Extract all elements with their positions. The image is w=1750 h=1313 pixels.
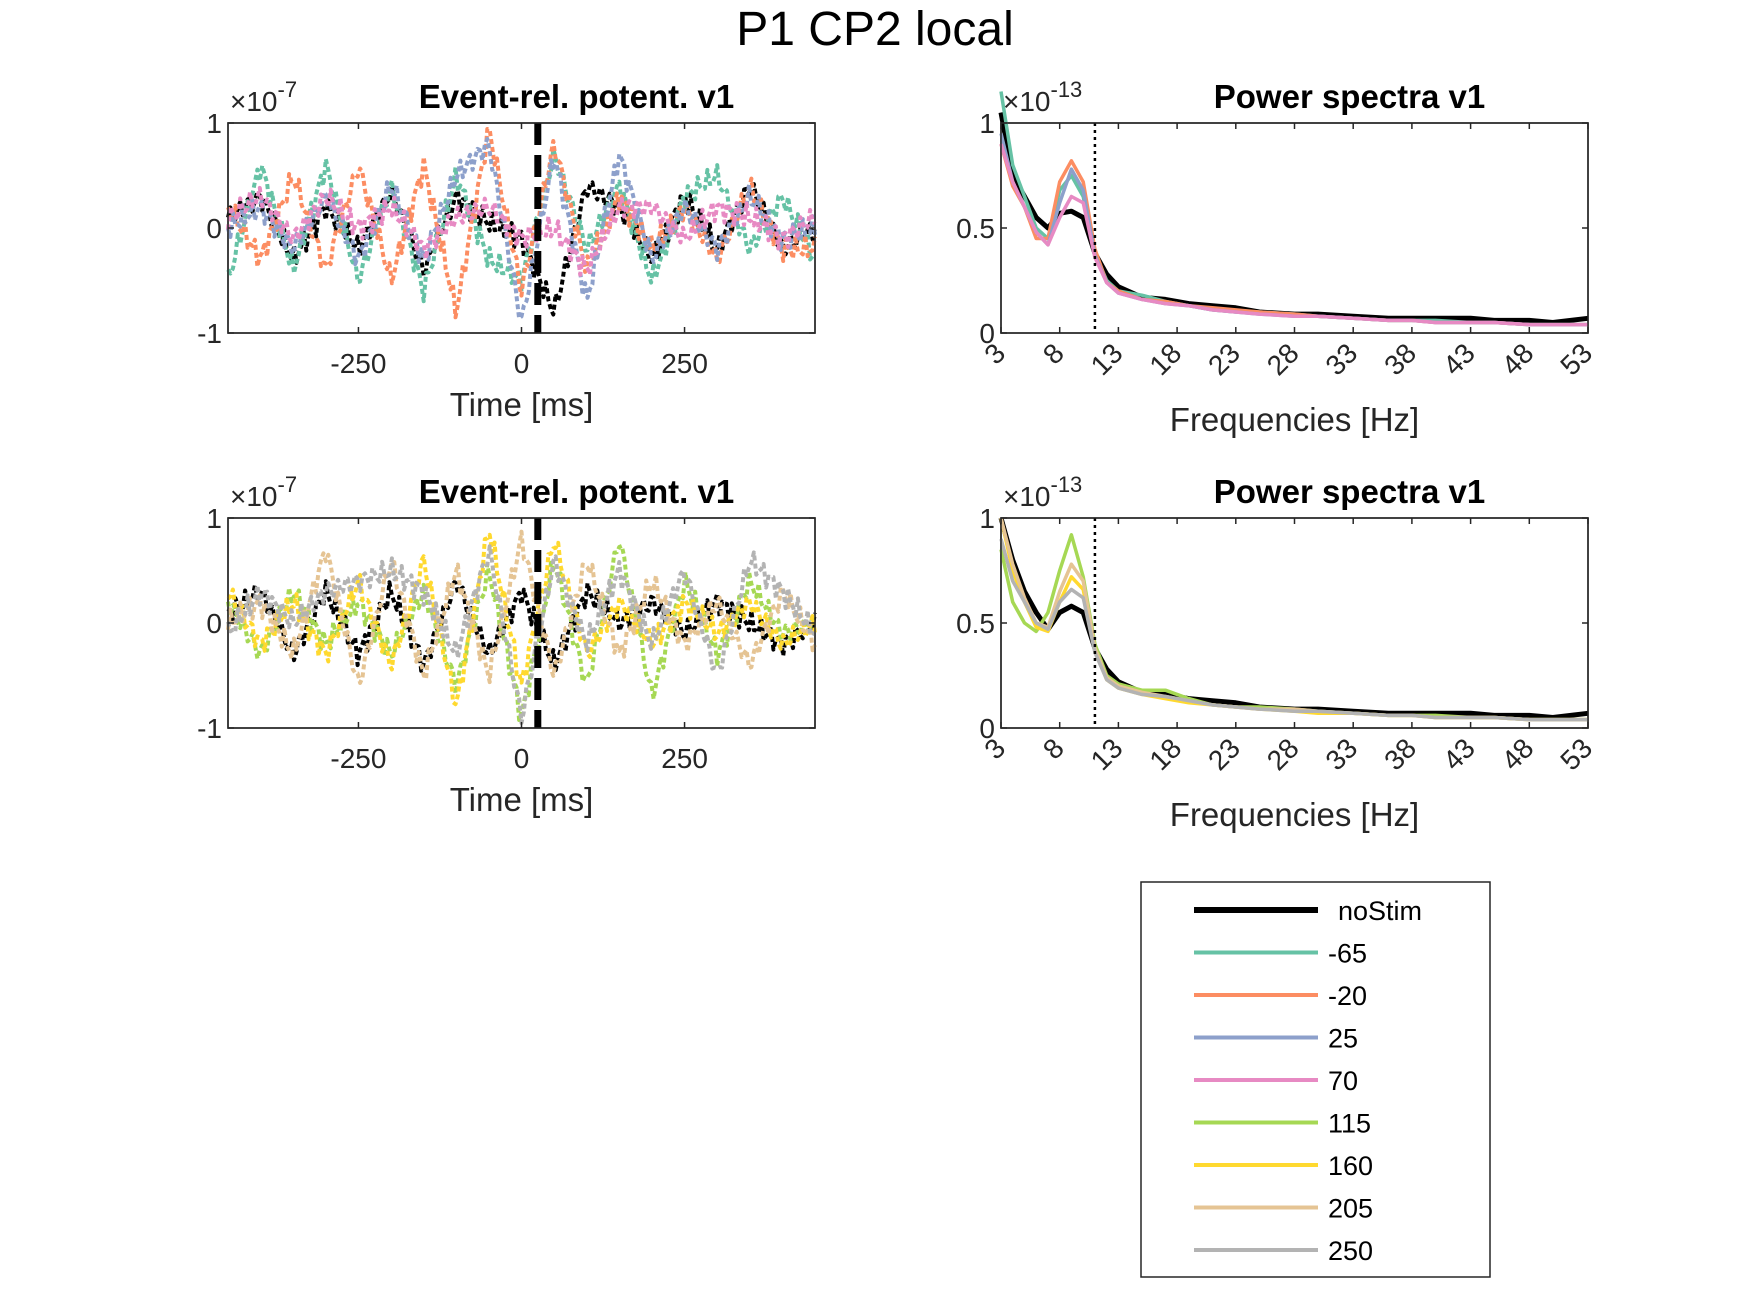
y-tick-label: 0 bbox=[206, 608, 222, 639]
legend-label: -20 bbox=[1328, 981, 1367, 1011]
y-exponent-label: ×10-13 bbox=[1003, 472, 1082, 512]
legend-label: 250 bbox=[1328, 1236, 1373, 1266]
series-group bbox=[998, 517, 1589, 722]
plot-area bbox=[227, 122, 816, 334]
subplot-title: Event-rel. potent. v1 bbox=[419, 78, 734, 115]
legend-label: noStim bbox=[1338, 896, 1422, 926]
y-exponent-label: ×10-7 bbox=[230, 77, 297, 117]
x-tick-label: -250 bbox=[330, 348, 386, 379]
legend-entry: 25 bbox=[1194, 1024, 1358, 1054]
y-tick-label: 0 bbox=[206, 213, 222, 244]
series-line-25 bbox=[226, 136, 817, 321]
legend-entry: 205 bbox=[1194, 1194, 1373, 1224]
legend-label: -65 bbox=[1328, 939, 1367, 969]
x-tick-label: -250 bbox=[330, 743, 386, 774]
plot-area bbox=[227, 517, 816, 729]
x-axis-label: Time [ms] bbox=[450, 781, 594, 818]
series-line-250 bbox=[999, 538, 1588, 722]
x-tick-label: 0 bbox=[514, 743, 530, 774]
figure-title: P1 CP2 local bbox=[736, 3, 1013, 56]
legend-entry: 250 bbox=[1194, 1236, 1373, 1266]
series-line-160 bbox=[226, 532, 817, 707]
y-tick-label: -1 bbox=[197, 713, 222, 744]
x-tick-label: 250 bbox=[661, 743, 708, 774]
y-exponent-label: ×10-7 bbox=[230, 472, 297, 512]
y-tick-label: 1 bbox=[206, 503, 222, 534]
legend-label: 160 bbox=[1328, 1151, 1373, 1181]
y-tick-label: 0.5 bbox=[956, 608, 995, 639]
legend: noStim -65 -20 25 70 115 160 205 250 bbox=[1140, 881, 1491, 1278]
subplot-title: Power spectra v1 bbox=[1214, 78, 1485, 115]
x-tick-label: 250 bbox=[661, 348, 708, 379]
y-tick-label: 0 bbox=[979, 713, 995, 744]
x-axis-label: Frequencies [Hz] bbox=[1170, 401, 1419, 438]
y-tick-label: 1 bbox=[206, 108, 222, 139]
series-line-noStim bbox=[226, 578, 817, 673]
y-tick-label: -1 bbox=[197, 318, 222, 349]
legend-entry: 115 bbox=[1194, 1109, 1371, 1139]
legend-label: 205 bbox=[1328, 1194, 1373, 1224]
legend-label: 115 bbox=[1328, 1109, 1371, 1139]
y-tick-label: 1 bbox=[979, 503, 995, 534]
series-line-70 bbox=[999, 143, 1588, 327]
series-line--20 bbox=[226, 127, 817, 320]
series-line-noStim bbox=[226, 180, 817, 317]
x-axis-label: Frequencies [Hz] bbox=[1170, 796, 1419, 833]
y-tick-label: 0 bbox=[979, 318, 995, 349]
subplot-title: Event-rel. potent. v1 bbox=[419, 473, 734, 510]
x-axis-label: Time [ms] bbox=[450, 386, 594, 423]
x-tick-label: 0 bbox=[514, 348, 530, 379]
subplot-3: -1 0 1 -250 0 250 Time [ms] ×10-7 Event-rel. pot… bbox=[197, 472, 817, 818]
y-tick-label: 0.5 bbox=[956, 213, 995, 244]
series-group bbox=[226, 127, 817, 321]
y-tick-label: 1 bbox=[979, 108, 995, 139]
legend-entry: 160 bbox=[1194, 1151, 1373, 1181]
legend-entry: 70 bbox=[1194, 1066, 1358, 1096]
series-group bbox=[998, 91, 1589, 327]
series-line-115 bbox=[226, 544, 817, 722]
series-line-70 bbox=[226, 185, 817, 277]
series-line--65 bbox=[226, 146, 816, 304]
plot-area bbox=[1000, 122, 1589, 334]
legend-entry: -20 bbox=[1194, 981, 1367, 1011]
legend-entry: -65 bbox=[1194, 939, 1367, 969]
series-line-205 bbox=[226, 529, 817, 685]
legend-entry: noStim bbox=[1194, 896, 1422, 926]
subplot-title: Power spectra v1 bbox=[1214, 473, 1485, 510]
legend-label: 70 bbox=[1328, 1066, 1358, 1096]
subplot-1: -1 0 1 -250 0 250 Time [ms] ×10-7 Event-rel. pot… bbox=[197, 77, 817, 423]
plot-area bbox=[1000, 517, 1589, 729]
legend-label: 25 bbox=[1328, 1024, 1358, 1054]
y-exponent-label: ×10-13 bbox=[1003, 77, 1082, 117]
